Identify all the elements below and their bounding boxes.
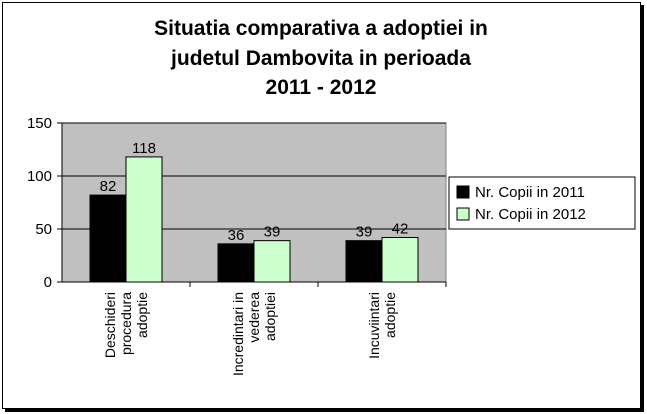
category-label-line: Incuviintari <box>366 292 382 359</box>
category-label-line: Incredintari in <box>230 292 246 376</box>
bars <box>89 156 419 283</box>
legend-label: Nr. Copii in 2012 <box>475 206 586 223</box>
category-label-line: vederea <box>246 292 262 343</box>
y-tick-label: 50 <box>35 221 52 238</box>
bar <box>217 243 255 283</box>
data-label: 42 <box>392 220 409 237</box>
legend-label: Nr. Copii in 2011 <box>475 184 585 201</box>
data-label: 36 <box>228 227 245 244</box>
data-label: 118 <box>132 140 156 157</box>
bar <box>253 240 291 283</box>
data-label: 39 <box>264 224 281 241</box>
chart-title-line: 2011 - 2012 <box>266 76 377 99</box>
chart-frame: Situatia comparativa a adoptiei in judetu… <box>2 2 641 409</box>
category-label-line: adoptiei <box>262 292 278 341</box>
category-label-line: Deschideri <box>102 292 118 358</box>
legend: Nr. Copii in 2011 Nr. Copii in 2012 <box>448 176 636 230</box>
bar <box>345 240 383 283</box>
category-label: Incuviintariadoptie <box>366 292 398 359</box>
bar <box>125 156 163 283</box>
data-label: 39 <box>356 224 373 241</box>
category-label-line: procedura <box>118 292 134 355</box>
chart-title-line: Situatia comparativa a adoptiei in <box>154 17 488 40</box>
bar <box>381 236 419 283</box>
legend-box <box>448 176 636 230</box>
legend-swatch <box>456 207 470 221</box>
bar <box>89 194 127 283</box>
chart-title: Situatia comparativa a adoptiei in judetu… <box>154 17 488 99</box>
category-label: Deschideriproceduraadoptie <box>102 292 150 358</box>
y-tick-label: 0 <box>44 274 52 291</box>
data-labels: 82 118 36 39 39 42 <box>100 140 409 244</box>
category-label-line: adoptie <box>134 292 150 338</box>
category-labels: Deschideriproceduraadoptie Incredintari i… <box>102 292 398 376</box>
category-label: Incredintari invedereaadoptiei <box>230 292 278 376</box>
chart-title-line: judetul Dambovita in perioada <box>170 47 471 70</box>
y-axis-ticks: 0 50 100 150 <box>27 115 62 291</box>
data-label: 82 <box>100 178 117 195</box>
y-tick-label: 100 <box>27 168 52 185</box>
category-label-line: adoptie <box>382 292 398 338</box>
chart-canvas: Situatia comparativa a adoptiei in judetu… <box>27 17 636 376</box>
y-tick-label: 150 <box>27 115 52 132</box>
legend-swatch <box>456 185 470 199</box>
